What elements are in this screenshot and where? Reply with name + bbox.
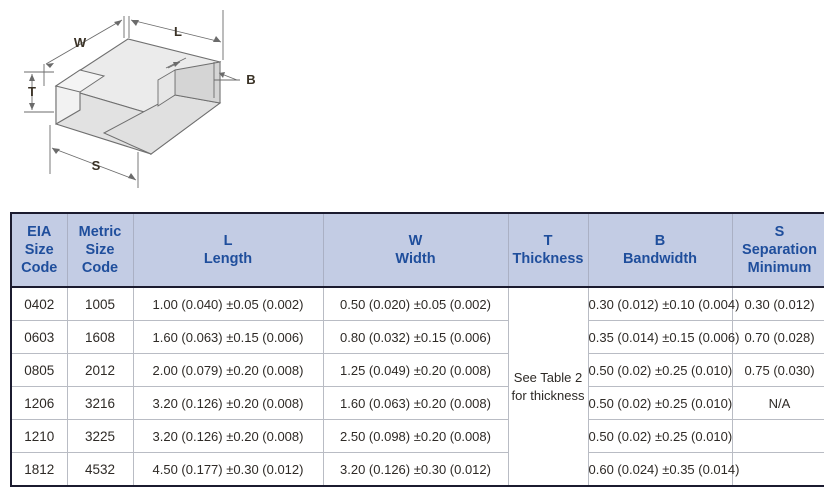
- mlcc-chip-capacitor-isometric-drawing: W L T B: [24, 10, 256, 188]
- cell-metric-code: 4532: [66, 452, 134, 487]
- cell-separation: [731, 452, 824, 487]
- col-header-eia-line2: Size: [24, 241, 54, 258]
- cell-width: 3.20 (0.126) ±0.30 (0.012): [322, 452, 509, 487]
- table-row: 0402 1005 1.00 (0.040) ±0.05 (0.002) 0.5…: [10, 286, 824, 487]
- dimension-label-t: T: [28, 84, 36, 99]
- cell-width: 2.50 (0.098) ±0.20 (0.008): [322, 419, 509, 453]
- col-header-bandwidth-word: Bandwidth: [622, 251, 698, 267]
- col-header-separation-word: Separation: [742, 241, 817, 258]
- col-header-metric-size-code: Metric Size Code: [66, 212, 134, 288]
- cell-metric-code: 1608: [66, 320, 134, 354]
- right-band-bevel: [157, 69, 176, 107]
- dimension-bandwidth: [165, 57, 240, 98]
- cell-bandwidth: 0.50 (0.02) ±0.25 (0.010): [587, 386, 733, 420]
- dimensions-table-container: EIA Size Code Metric Size Code L Length …: [10, 212, 824, 487]
- col-header-eia-size-code: EIA Size Code: [11, 212, 68, 288]
- cell-metric-code: 3216: [66, 386, 134, 420]
- cell-eia-code: 0402: [10, 286, 68, 321]
- col-header-length-word: Length: [203, 251, 253, 267]
- cell-bandwidth: 0.30 (0.012) ±0.10 (0.004): [587, 286, 739, 321]
- col-header-eia-line1: EIA: [27, 223, 52, 240]
- cell-metric-code: 1005: [66, 286, 134, 321]
- col-header-width-symbol: W: [408, 232, 423, 249]
- cell-eia-code: 0603: [10, 320, 68, 354]
- cell-thickness-note: See Table 2 for thickness: [507, 286, 589, 487]
- cell-eia-code: 1206: [10, 386, 68, 420]
- cell-length: 3.20 (0.126) ±0.20 (0.008): [132, 386, 324, 420]
- col-header-metric-line3: Code: [81, 260, 119, 277]
- cell-separation: 0.70 (0.028): [731, 320, 824, 354]
- cell-length: 4.50 (0.177) ±0.30 (0.012): [132, 452, 324, 487]
- col-header-width-word: Width: [395, 251, 436, 267]
- col-header-thickness-word: Thickness: [512, 251, 584, 267]
- chip-dimensions-table: EIA Size Code Metric Size Code L Length …: [10, 212, 824, 487]
- table-row: 0805 2012 2.00 (0.079) ±0.20 (0.008) 1.2…: [10, 353, 824, 387]
- table-row: 0603 1608 1.60 (0.063) ±0.15 (0.006) 0.8…: [10, 320, 824, 354]
- cell-eia-code: 1210: [10, 419, 68, 453]
- col-header-thickness-symbol: T: [543, 232, 553, 249]
- table-row: 1812 4532 4.50 (0.177) ±0.30 (0.012) 3.2…: [10, 452, 824, 487]
- col-header-length-symbol: L: [223, 232, 233, 249]
- left-termination-top: [54, 69, 106, 93]
- cell-bandwidth: 0.50 (0.02) ±0.25 (0.010): [587, 353, 733, 387]
- cell-bandwidth: 0.35 (0.014) ±0.15 (0.006): [587, 320, 739, 354]
- cell-separation: N/A: [731, 386, 824, 420]
- table-row: 1210 3225 3.20 (0.126) ±0.20 (0.008) 2.5…: [10, 419, 824, 453]
- dimension-label-w: W: [74, 35, 87, 50]
- cell-separation: [731, 419, 824, 453]
- cell-length: 2.00 (0.079) ±0.20 (0.008): [132, 353, 324, 387]
- cell-metric-code: 3225: [66, 419, 134, 453]
- cell-separation: 0.75 (0.030): [731, 353, 824, 387]
- cell-length: 3.20 (0.126) ±0.20 (0.008): [132, 419, 324, 453]
- cell-width: 0.50 (0.020) ±0.05 (0.002): [322, 286, 509, 321]
- col-header-metric-line2: Size: [85, 241, 115, 258]
- col-header-separation-symbol: S: [774, 223, 785, 240]
- capacitor-diagram-panel: W L T B: [0, 0, 824, 200]
- dimension-width: [43, 16, 125, 86]
- col-header-bandwidth: B Bandwidth: [587, 212, 733, 288]
- col-header-bandwidth-symbol: B: [654, 232, 666, 249]
- capacitor-body: [54, 38, 222, 156]
- dimension-thickness: [24, 71, 54, 113]
- dimension-label-b: B: [246, 72, 255, 87]
- dimension-label-s: S: [92, 158, 101, 173]
- cell-width: 1.60 (0.063) ±0.20 (0.008): [322, 386, 509, 420]
- cell-length: 1.60 (0.063) ±0.15 (0.006): [132, 320, 324, 354]
- col-header-eia-line3: Code: [21, 260, 58, 277]
- cell-width: 0.80 (0.032) ±0.15 (0.006): [322, 320, 509, 354]
- col-header-separation: S Separation Minimum: [731, 212, 824, 288]
- col-header-metric-line1: Metric: [78, 223, 122, 240]
- col-header-width: W Width: [322, 212, 509, 288]
- cell-separation: 0.30 (0.012): [731, 286, 824, 321]
- col-header-length: L Length: [132, 212, 324, 288]
- cell-eia-code: 1812: [10, 452, 68, 487]
- col-header-separation-minimum: Minimum: [747, 260, 812, 277]
- cell-bandwidth: 0.60 (0.024) ±0.35 (0.014): [587, 452, 739, 487]
- dimension-separation: [49, 125, 139, 188]
- dimension-length: [128, 10, 224, 60]
- cell-length: 1.00 (0.040) ±0.05 (0.002): [132, 286, 324, 321]
- cell-metric-code: 2012: [66, 353, 134, 387]
- cell-width: 1.25 (0.049) ±0.20 (0.008): [322, 353, 509, 387]
- table-row: 1206 3216 3.20 (0.126) ±0.20 (0.008) 1.6…: [10, 386, 824, 420]
- cell-eia-code: 0805: [10, 353, 68, 387]
- col-header-thickness: T Thickness: [507, 212, 589, 288]
- cell-bandwidth: 0.50 (0.02) ±0.25 (0.010): [587, 419, 733, 453]
- table-header-row: EIA Size Code Metric Size Code L Length …: [11, 212, 824, 288]
- dimension-label-l: L: [174, 24, 182, 39]
